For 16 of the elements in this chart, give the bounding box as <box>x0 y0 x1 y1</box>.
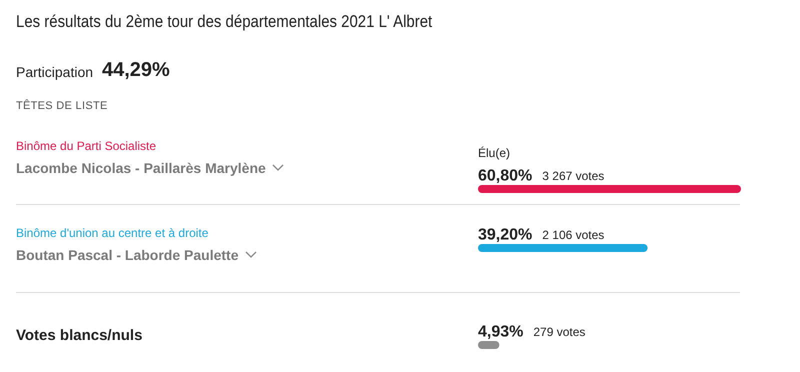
text: 44,29% <box>102 59 170 82</box>
annotation: 3 267 votes <box>542 169 604 183</box>
text: Binôme du Parti Socialiste <box>16 139 156 153</box>
text: TÊTES DE LISTE <box>16 100 108 112</box>
y-tick-label: Lacombe Nicolas - Paillarès Marylène <box>16 160 267 176</box>
annotation: 2 106 votes <box>542 228 604 242</box>
data-label: 4,93% <box>478 324 524 340</box>
y-tick-label: Votes blancs/nuls <box>16 327 142 344</box>
data-label: 39,20% <box>478 226 532 244</box>
annotation: 279 votes <box>533 325 586 339</box>
data-label: 60,80% <box>478 168 532 184</box>
text: Binôme d'union au centre et à droite <box>16 226 208 240</box>
text: Participation <box>16 64 94 80</box>
annotation: Élu(e) <box>478 146 510 160</box>
text: Les résultats du 2ème tour des départementales 2021 L' Albret <box>16 12 432 32</box>
y-tick-label: Boutan Pascal - Laborde Paulette <box>16 247 240 263</box>
